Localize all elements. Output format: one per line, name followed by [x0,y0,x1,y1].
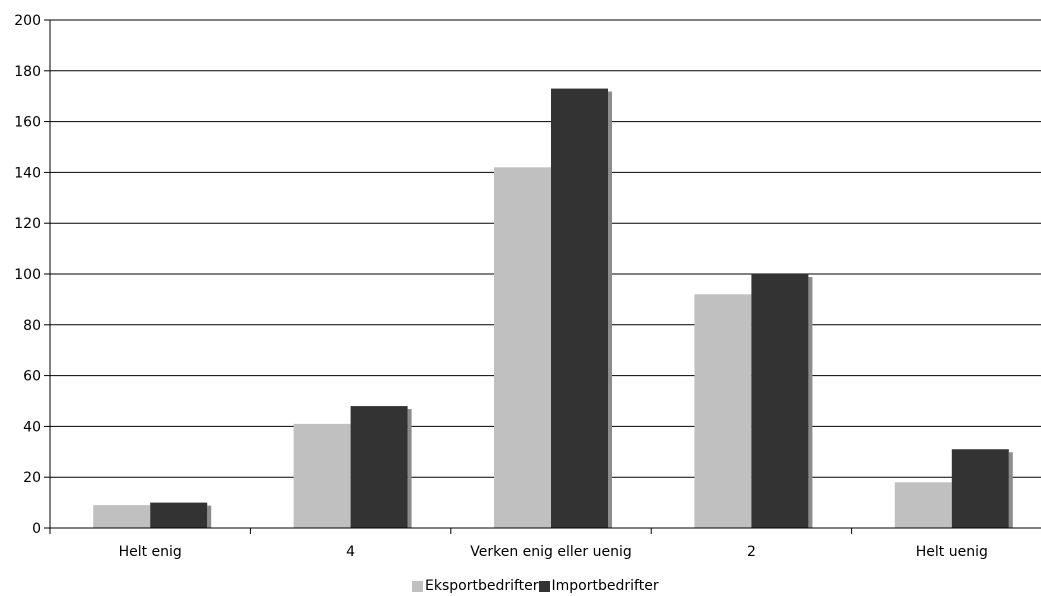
bar-shadow [207,505,212,528]
x-tick-label: 2 [747,544,756,560]
bar-chart: 0 20 40 60 80 100 120 140 160 180 200 Helt enig 4 Ve… [14,13,1041,560]
x-tick-label: 4 [346,544,355,560]
y-tick-label: 200 [14,13,41,29]
bar-import [551,88,608,528]
bar-import [350,406,408,528]
bar-eksport [293,423,351,528]
bar-shadow [608,91,612,528]
x-tick-label: Helt uenig [916,544,988,560]
bar-shadow [1008,452,1013,528]
bar-import [150,502,208,528]
x-axis-ticks: Helt enig 4 Verken enig eller uenig 2 Helt u… [49,528,988,560]
legend-label-import: Importbedrifter [551,578,659,594]
bar-eksport [894,482,952,528]
legend-item-eksport: Eksportbedrifter [412,578,539,594]
y-tick-label: 120 [14,216,41,232]
bar-eksport [694,294,752,528]
y-tick-label: 140 [14,165,41,181]
legend-swatch-eksport [412,580,423,592]
y-tick-label: 80 [23,318,41,334]
y-tick-label: 60 [23,369,41,385]
legend-swatch-import [538,580,550,592]
y-tick-label: 0 [32,521,41,537]
bar-shadow [808,277,813,528]
y-tick-label: 40 [23,419,41,435]
legend-label-eksport: Eksportbedrifter [425,578,539,594]
bar-eksport [494,167,551,528]
bar-shadow [407,409,412,528]
legend: Eksportbedrifter Importbedrifter [412,578,659,594]
bar-import [751,274,809,528]
x-tick-label: Helt enig [119,544,182,560]
x-tick-label: Verken enig eller uenig [470,544,631,560]
y-tick-label: 160 [14,115,41,131]
bar-import [951,449,1009,528]
legend-item-import: Importbedrifter [538,578,659,594]
y-axis-ticks: 0 20 40 60 80 100 120 140 160 180 200 [14,13,50,537]
bar-eksport [93,505,151,528]
y-tick-label: 180 [14,64,41,80]
bars [93,88,1013,528]
y-tick-label: 20 [23,470,41,486]
y-tick-label: 100 [14,267,41,283]
